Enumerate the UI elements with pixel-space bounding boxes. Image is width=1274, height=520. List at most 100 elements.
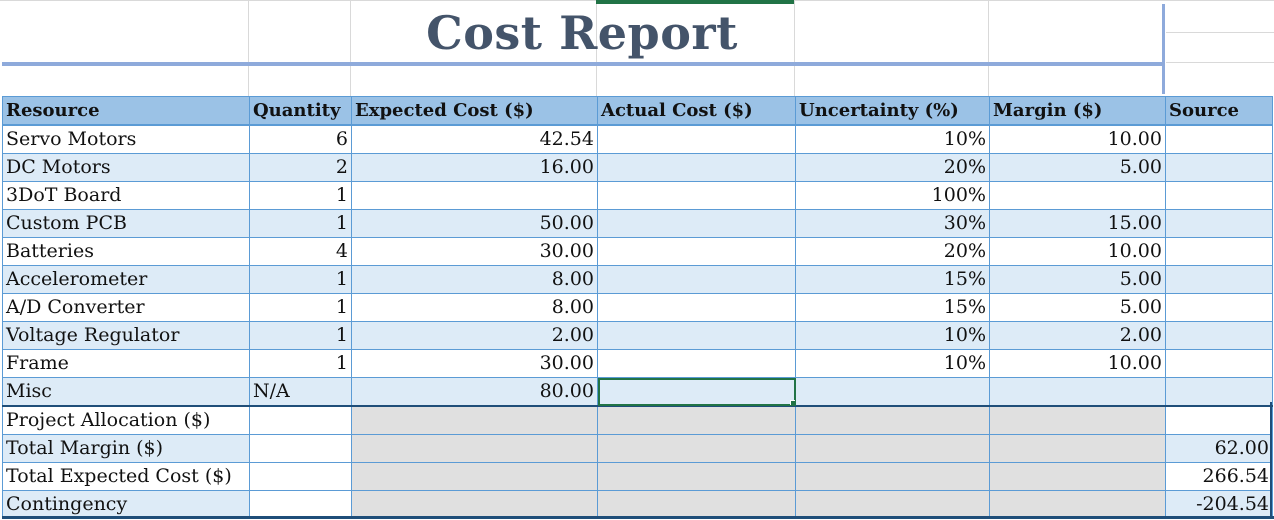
cell-quantity[interactable]: 6: [249, 124, 352, 154]
cell-margin[interactable]: 10.00: [989, 349, 1166, 378]
cell-quantity[interactable]: 2: [249, 153, 352, 182]
summary-value[interactable]: -204.54: [1165, 490, 1273, 519]
cell-actual-cost[interactable]: [597, 181, 796, 210]
cell-quantity[interactable]: 1: [249, 265, 352, 294]
header-uncertainty[interactable]: Uncertainty (%): [795, 96, 990, 126]
cell-source[interactable]: [1165, 377, 1273, 407]
summary-gray-cell[interactable]: [989, 490, 1166, 519]
cell-resource[interactable]: Custom PCB: [2, 209, 250, 238]
cell-source[interactable]: [1165, 321, 1273, 350]
cell-resource[interactable]: Servo Motors: [2, 124, 250, 154]
cell-quantity[interactable]: N/A: [249, 377, 352, 407]
cell-margin[interactable]: 10.00: [989, 124, 1166, 154]
cell-resource[interactable]: Batteries: [2, 237, 250, 266]
cell-expected-cost[interactable]: 30.00: [351, 237, 598, 266]
cell-margin[interactable]: [989, 377, 1166, 407]
cell-uncertainty[interactable]: 100%: [795, 181, 990, 210]
summary-value[interactable]: [1165, 405, 1273, 435]
cell-margin[interactable]: [989, 181, 1166, 210]
summary-gray-cell[interactable]: [351, 405, 598, 435]
summary-gray-cell[interactable]: [989, 405, 1166, 435]
header-quantity[interactable]: Quantity: [249, 96, 352, 126]
summary-label[interactable]: Total Expected Cost ($): [2, 462, 250, 491]
cell-source[interactable]: [1165, 237, 1273, 266]
header-margin[interactable]: Margin ($): [989, 96, 1166, 126]
cell-margin[interactable]: 2.00: [989, 321, 1166, 350]
cell-resource[interactable]: Accelerometer: [2, 265, 250, 294]
cell-uncertainty[interactable]: 30%: [795, 209, 990, 238]
cell-quantity[interactable]: 1: [249, 321, 352, 350]
cell-uncertainty[interactable]: [795, 377, 990, 407]
cell-source[interactable]: [1165, 293, 1273, 322]
cell-expected-cost[interactable]: 80.00: [351, 377, 598, 407]
cell-source[interactable]: [1165, 265, 1273, 294]
cell-expected-cost[interactable]: [351, 181, 598, 210]
cell-expected-cost[interactable]: 2.00: [351, 321, 598, 350]
summary-gray-cell[interactable]: [351, 434, 598, 463]
summary-blank[interactable]: [249, 434, 352, 463]
cell-expected-cost[interactable]: 42.54: [351, 124, 598, 154]
cell-quantity[interactable]: 1: [249, 181, 352, 210]
summary-gray-cell[interactable]: [795, 405, 990, 435]
cell-actual-cost[interactable]: [597, 153, 796, 182]
cell-margin[interactable]: 5.00: [989, 293, 1166, 322]
report-title[interactable]: Cost Report: [426, 6, 738, 60]
cell-source[interactable]: [1165, 349, 1273, 378]
summary-label[interactable]: Project Allocation ($): [2, 405, 250, 435]
cell-resource[interactable]: A/D Converter: [2, 293, 250, 322]
cell-margin[interactable]: 10.00: [989, 237, 1166, 266]
header-source[interactable]: Source: [1165, 96, 1273, 126]
summary-gray-cell[interactable]: [597, 434, 796, 463]
cell-source[interactable]: [1165, 209, 1273, 238]
summary-value[interactable]: 62.00: [1165, 434, 1273, 463]
cell-margin[interactable]: 5.00: [989, 265, 1166, 294]
cell-resource[interactable]: DC Motors: [2, 153, 250, 182]
cell-actual-cost[interactable]: [597, 349, 796, 378]
summary-value[interactable]: 266.54: [1165, 462, 1273, 491]
cell-expected-cost[interactable]: 16.00: [351, 153, 598, 182]
cell-expected-cost[interactable]: 30.00: [351, 349, 598, 378]
cell-actual-cost[interactable]: [597, 321, 796, 350]
cell-uncertainty[interactable]: 10%: [795, 124, 990, 154]
cell-actual-cost[interactable]: [597, 293, 796, 322]
header-actual-cost[interactable]: Actual Cost ($): [597, 96, 796, 126]
cell-resource[interactable]: 3DoT Board: [2, 181, 250, 210]
cell-resource[interactable]: Voltage Regulator: [2, 321, 250, 350]
cell-quantity[interactable]: 1: [249, 293, 352, 322]
cell-expected-cost[interactable]: 8.00: [351, 265, 598, 294]
cell-actual-cost[interactable]: [597, 209, 796, 238]
summary-gray-cell[interactable]: [795, 434, 990, 463]
cell-actual-cost[interactable]: [597, 265, 796, 294]
cell-actual-cost[interactable]: [597, 237, 796, 266]
cell-source[interactable]: [1165, 181, 1273, 210]
cell-uncertainty[interactable]: 10%: [795, 349, 990, 378]
summary-label[interactable]: Contingency: [2, 490, 250, 519]
summary-gray-cell[interactable]: [795, 462, 990, 491]
summary-gray-cell[interactable]: [597, 490, 796, 519]
cell-quantity[interactable]: 1: [249, 209, 352, 238]
cell-uncertainty[interactable]: 20%: [795, 153, 990, 182]
cell-source[interactable]: [1165, 124, 1273, 154]
summary-label[interactable]: Total Margin ($): [2, 434, 250, 463]
cell-uncertainty[interactable]: 15%: [795, 293, 990, 322]
cell-actual-cost[interactable]: [597, 124, 796, 154]
summary-gray-cell[interactable]: [351, 462, 598, 491]
cell-expected-cost[interactable]: 50.00: [351, 209, 598, 238]
header-resource[interactable]: Resource: [2, 96, 250, 126]
summary-gray-cell[interactable]: [795, 490, 990, 519]
cell-uncertainty[interactable]: 15%: [795, 265, 990, 294]
cell-uncertainty[interactable]: 20%: [795, 237, 990, 266]
summary-blank[interactable]: [249, 462, 352, 491]
cell-expected-cost[interactable]: 8.00: [351, 293, 598, 322]
summary-blank[interactable]: [249, 405, 352, 435]
summary-gray-cell[interactable]: [989, 462, 1166, 491]
cell-quantity[interactable]: 4: [249, 237, 352, 266]
summary-blank[interactable]: [249, 490, 352, 519]
summary-gray-cell[interactable]: [989, 434, 1166, 463]
cell-resource[interactable]: Frame: [2, 349, 250, 378]
fill-handle[interactable]: [790, 400, 795, 406]
header-expected-cost[interactable]: Expected Cost ($): [351, 96, 598, 126]
summary-gray-cell[interactable]: [597, 462, 796, 491]
selected-cell-actual-cost[interactable]: [597, 377, 796, 407]
cell-margin[interactable]: 5.00: [989, 153, 1166, 182]
